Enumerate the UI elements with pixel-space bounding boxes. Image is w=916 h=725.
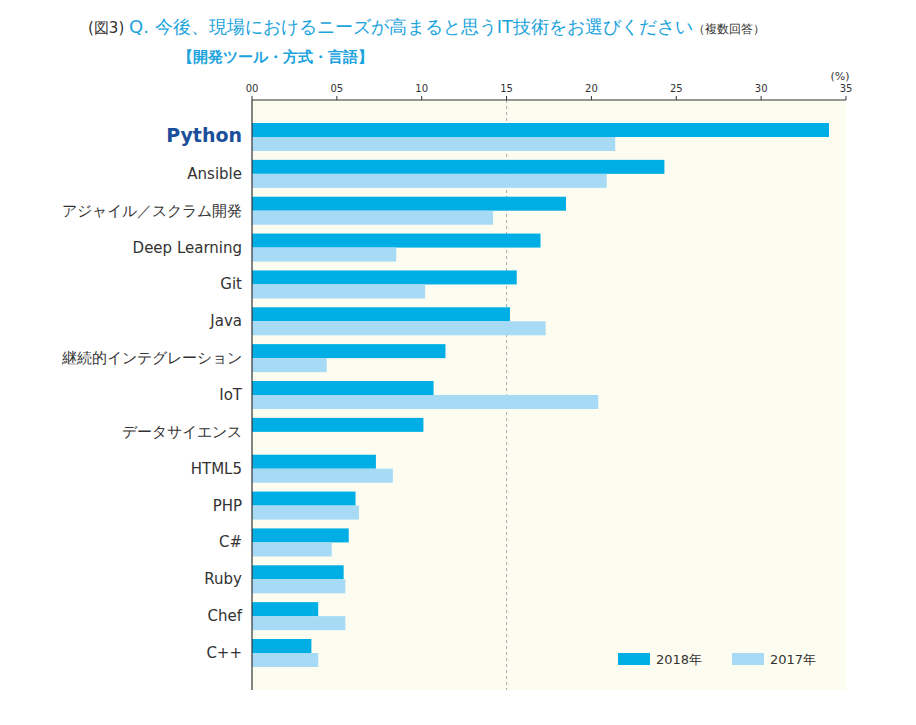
category-label: PHP [213,497,242,515]
bar [252,653,318,667]
legend-swatch [732,653,764,665]
tick-label: 00 [246,83,259,94]
axis-label: (%) [830,70,849,83]
bar [252,565,344,579]
tick-label: 20 [585,83,598,94]
bar [252,639,311,653]
bar [252,455,376,469]
bar [252,197,566,211]
category-label: IoT [219,386,243,404]
legend-label: 2017年 [770,652,816,667]
tick-label: 30 [755,83,768,94]
bar [252,492,356,506]
bar [252,602,318,616]
title: (図3) Q. 今後、現場におけるニーズが高まると思うIT技術をお選びください（… [88,16,765,37]
chart: (図3) Q. 今後、現場におけるニーズが高まると思うIT技術をお選びください（… [0,0,916,725]
bar [252,284,425,298]
bar [252,579,345,593]
bar [252,616,345,630]
bar [252,542,332,556]
title-text: Q. 今後、現場におけるニーズが高まると思うIT技術をお選びください [129,16,693,37]
bar [252,395,598,409]
category-label: Ansible [187,165,242,183]
bar [252,321,546,335]
category-label: Chef [208,607,243,625]
x-axis [252,99,846,100]
category-label: Ruby [204,570,242,588]
tick-label: 15 [500,83,513,94]
bar [252,160,664,174]
category-label: Java [209,312,242,330]
category-label: HTML5 [191,460,242,478]
tick-label: 10 [415,83,428,94]
legend-swatch [618,653,650,665]
category-label: Python [166,124,242,146]
bar [252,234,541,248]
y-axis [251,100,252,690]
category-label: アジャイル／スクラム開発 [62,202,242,220]
tick-label: 05 [330,83,343,94]
bar [252,358,327,372]
note: （複数回答） [693,22,765,36]
bar [252,307,510,321]
bars [252,123,829,667]
bar [252,418,423,432]
bar [252,211,493,225]
figure-label: (図3) [88,19,129,37]
bar [252,270,517,284]
category-label: C++ [206,644,242,662]
category-label: C# [219,533,242,551]
category-label: データサイエンス [122,423,242,441]
tick-label: 25 [670,83,683,94]
bar [252,381,434,395]
bar [252,344,445,358]
plot-background [252,100,846,690]
bar [252,123,829,137]
bar [252,469,393,483]
category-label: Deep Learning [133,239,242,257]
category-label: Git [220,275,242,293]
tick-label: 35 [840,83,853,94]
bar [252,174,607,188]
bar [252,506,359,520]
bar [252,528,349,542]
bar [252,248,396,262]
category-label: 継続的インテグレーション [61,349,242,367]
bar [252,137,615,151]
subtitle: 【開発ツール・方式・言語】 [178,48,373,66]
legend-label: 2018年 [656,652,702,667]
